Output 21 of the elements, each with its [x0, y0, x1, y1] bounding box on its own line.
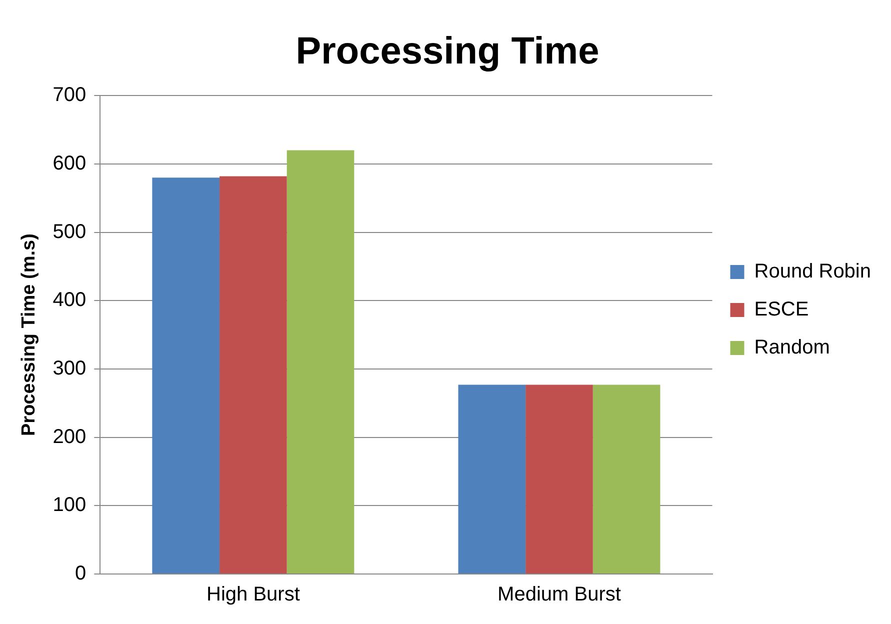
y-tick-label: 500 — [52, 220, 86, 243]
bar — [458, 384, 526, 574]
chart-title: Processing Time — [296, 30, 600, 72]
y-axis-title: Processing Time (m.s) — [18, 234, 40, 436]
legend-label: Random — [754, 336, 830, 359]
y-tick-label: 600 — [52, 152, 86, 174]
y-tick-label: 400 — [52, 289, 86, 312]
x-tick-label: High Burst — [206, 584, 300, 606]
y-tick-label: 100 — [52, 494, 86, 516]
legend-label: ESCE — [754, 298, 809, 321]
bar — [592, 384, 660, 574]
y-tick-label: 700 — [52, 84, 86, 106]
bar — [286, 150, 354, 574]
bar — [526, 384, 593, 574]
y-tick-label: 200 — [52, 426, 86, 448]
x-tick-label: Medium Burst — [498, 584, 622, 606]
bar — [220, 176, 287, 574]
bar — [152, 178, 220, 574]
y-tick-label: 0 — [75, 562, 86, 585]
legend-label: Round Robin — [754, 260, 871, 283]
y-tick-label: 300 — [52, 357, 86, 380]
